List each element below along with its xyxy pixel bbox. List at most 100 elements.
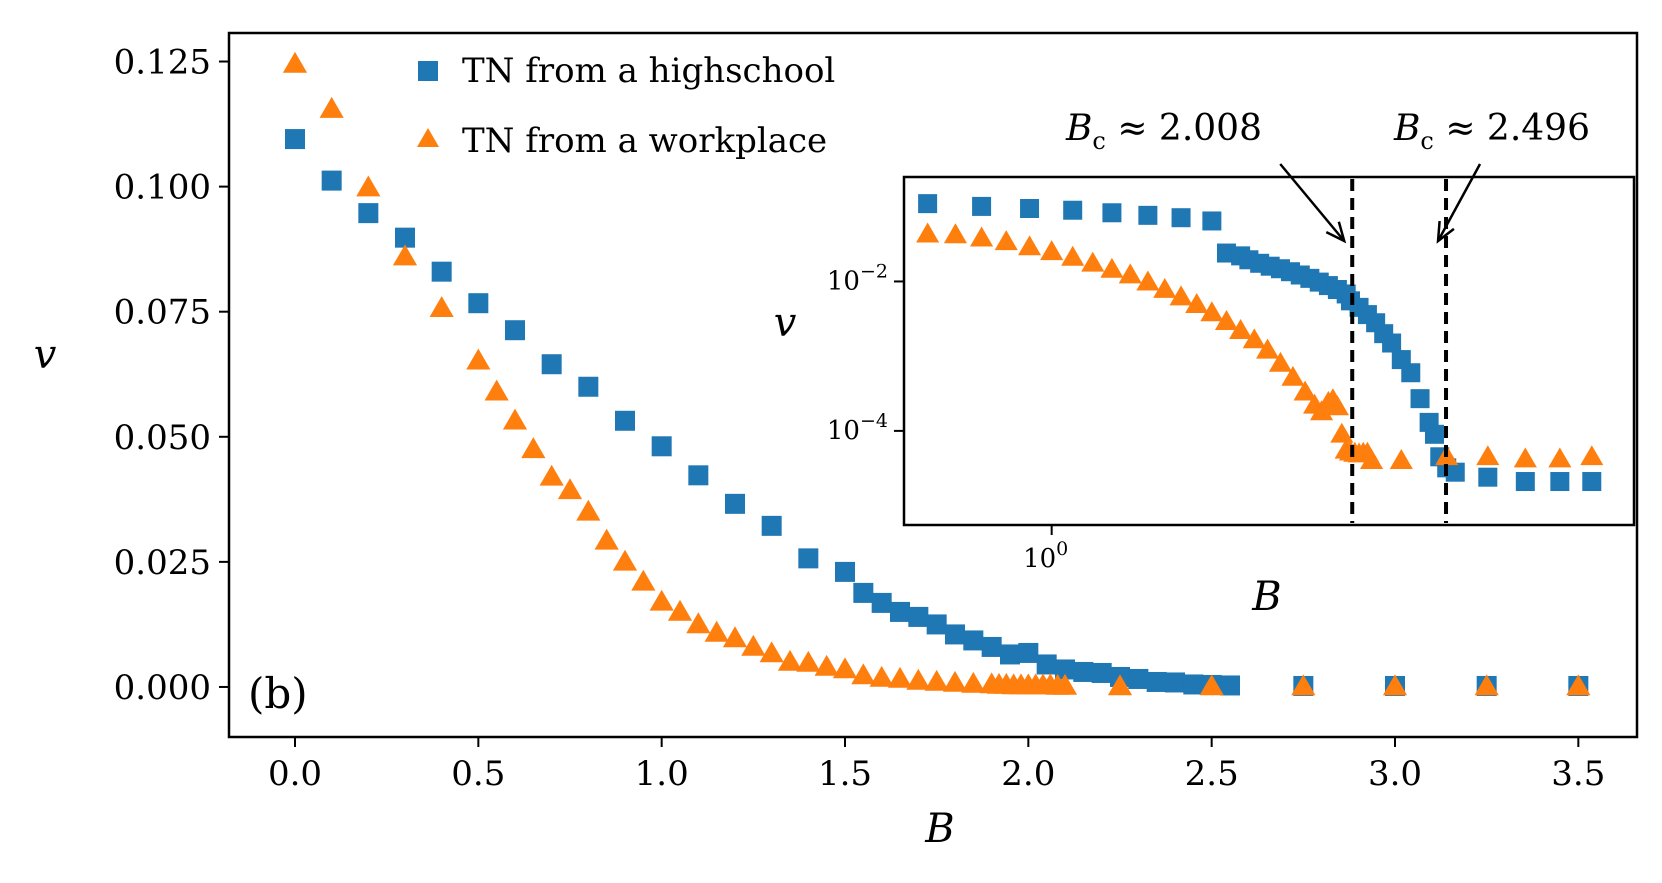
main-data-point bbox=[981, 636, 1002, 657]
main-data-point bbox=[615, 410, 635, 431]
inset-data-point bbox=[1513, 447, 1537, 468]
main-data-point bbox=[502, 408, 528, 430]
main-data-point bbox=[1107, 674, 1133, 696]
main-data-point bbox=[431, 261, 452, 282]
main-data-point bbox=[1382, 674, 1408, 696]
inset-data-point bbox=[1476, 445, 1500, 466]
inset-data-point bbox=[1185, 293, 1209, 313]
main-data-point bbox=[1199, 674, 1224, 696]
main-data-point bbox=[1474, 674, 1499, 696]
inset-data-point bbox=[1445, 462, 1465, 482]
main-x-tick-label: 3.0 bbox=[1368, 754, 1422, 794]
inset-data-point bbox=[1268, 351, 1292, 372]
inset-x-tick-label: 100 bbox=[1023, 538, 1068, 574]
main-series bbox=[282, 51, 1591, 696]
main-data-point bbox=[468, 293, 489, 314]
critical-point-annotation: Bc ≈ 2.008 bbox=[1065, 108, 1355, 523]
inset-data-point bbox=[1202, 211, 1222, 231]
main-data-point bbox=[871, 592, 892, 613]
main-data-point bbox=[358, 203, 379, 224]
legend-entry-highschool: TN from a highschool bbox=[418, 51, 835, 91]
inset-data-point bbox=[1169, 285, 1193, 306]
main-x-axis: 0.0 0.5 1.0 1.5 2.0 2.5 3.0 3.5 bbox=[268, 737, 1605, 794]
main-data-point bbox=[686, 612, 711, 634]
inset-data-point bbox=[1081, 251, 1105, 272]
main-x-tick-label: 1.5 bbox=[818, 754, 872, 794]
main-data-point bbox=[285, 129, 305, 150]
main-data-point bbox=[704, 620, 729, 642]
main-data-point bbox=[814, 654, 839, 676]
inset-data-point bbox=[1102, 203, 1122, 223]
main-data-point bbox=[924, 669, 949, 691]
inset-y-axis-label: v bbox=[774, 300, 797, 346]
inset-data-point bbox=[1389, 449, 1413, 469]
main-data-point bbox=[539, 464, 564, 486]
legend-label-workplace: TN from a workplace bbox=[462, 121, 827, 161]
main-data-point bbox=[1183, 674, 1204, 695]
main-data-point bbox=[725, 493, 745, 514]
inset-data-point bbox=[943, 223, 968, 244]
inset-data-point bbox=[916, 222, 940, 243]
inset-data-point bbox=[1582, 472, 1602, 492]
main-plot: 0.0 0.5 1.0 1.5 2.0 2.5 3.0 3.5 0.000 0.025 0.050… bbox=[34, 31, 1639, 852]
main-data-point bbox=[761, 515, 782, 536]
main-data-point bbox=[1128, 668, 1149, 689]
inset-data-point bbox=[1242, 328, 1266, 349]
main-data-point bbox=[521, 437, 546, 459]
main-data-point bbox=[906, 668, 931, 690]
main-data-point bbox=[1073, 661, 1094, 682]
main-data-point bbox=[851, 663, 876, 685]
inset-data-point bbox=[1478, 467, 1498, 487]
legend-triangle-icon bbox=[417, 128, 439, 147]
inset-data-point bbox=[1410, 389, 1430, 409]
main-data-point bbox=[541, 354, 562, 375]
inset-data-point bbox=[1281, 365, 1305, 386]
main-data-point bbox=[777, 649, 803, 671]
main-data-point bbox=[612, 549, 638, 571]
main-data-point bbox=[594, 528, 619, 550]
main-data-point bbox=[631, 569, 656, 591]
inset-data-point bbox=[994, 230, 1018, 251]
main-data-point bbox=[1220, 675, 1240, 696]
main-data-point bbox=[484, 379, 509, 401]
inset-data-point bbox=[1401, 363, 1421, 383]
main-y-axis-label: v bbox=[34, 332, 57, 378]
inset-x-axis-label: B bbox=[1251, 574, 1281, 620]
main-data-point bbox=[890, 601, 910, 622]
main-x-tick-label: 3.5 bbox=[1551, 754, 1605, 794]
main-data-point bbox=[1036, 654, 1057, 675]
inset-plot: 100 10−210−4 B v Bc ≈ 2.008 Bc ≈ 2.496 bbox=[774, 108, 1636, 620]
annotation-arrow bbox=[1436, 163, 1482, 242]
main-data-point bbox=[759, 641, 784, 663]
inset-series-tn-from-a-highschool bbox=[918, 194, 1602, 492]
inset-annotations: Bc ≈ 2.008 Bc ≈ 2.496 bbox=[1065, 108, 1590, 523]
inset-data-point bbox=[1382, 333, 1402, 353]
main-data-point bbox=[576, 499, 601, 521]
inset-data-point bbox=[1153, 277, 1177, 298]
inset-data-point bbox=[1171, 208, 1191, 228]
main-data-point bbox=[945, 624, 965, 645]
main-data-point bbox=[853, 582, 874, 603]
inset-data-point bbox=[1330, 422, 1354, 443]
main-x-tick-label: 2.0 bbox=[1001, 754, 1055, 794]
inset-data-point bbox=[1229, 319, 1253, 339]
main-data-point bbox=[356, 175, 381, 197]
main-x-tick-label: 0.5 bbox=[451, 754, 505, 794]
inset-data-point bbox=[972, 196, 992, 216]
main-data-point bbox=[649, 589, 674, 611]
main-data-point bbox=[908, 606, 929, 627]
main-data-point bbox=[869, 665, 894, 687]
main-data-point bbox=[887, 666, 913, 688]
main-data-point bbox=[1000, 644, 1020, 665]
main-data-point bbox=[741, 634, 766, 656]
main-data-point bbox=[835, 561, 855, 582]
inset-data-point bbox=[1136, 270, 1160, 291]
main-data-point bbox=[1291, 674, 1316, 696]
inset-data-point bbox=[1424, 424, 1444, 444]
inset-data-point bbox=[1550, 472, 1570, 492]
main-y-tick-label: 0.125 bbox=[114, 43, 211, 83]
main-y-axis: 0.000 0.025 0.050 0.075 0.100 0.125 bbox=[114, 43, 229, 708]
main-data-point bbox=[926, 614, 947, 635]
inset-x-axis: 100 bbox=[1023, 525, 1068, 574]
